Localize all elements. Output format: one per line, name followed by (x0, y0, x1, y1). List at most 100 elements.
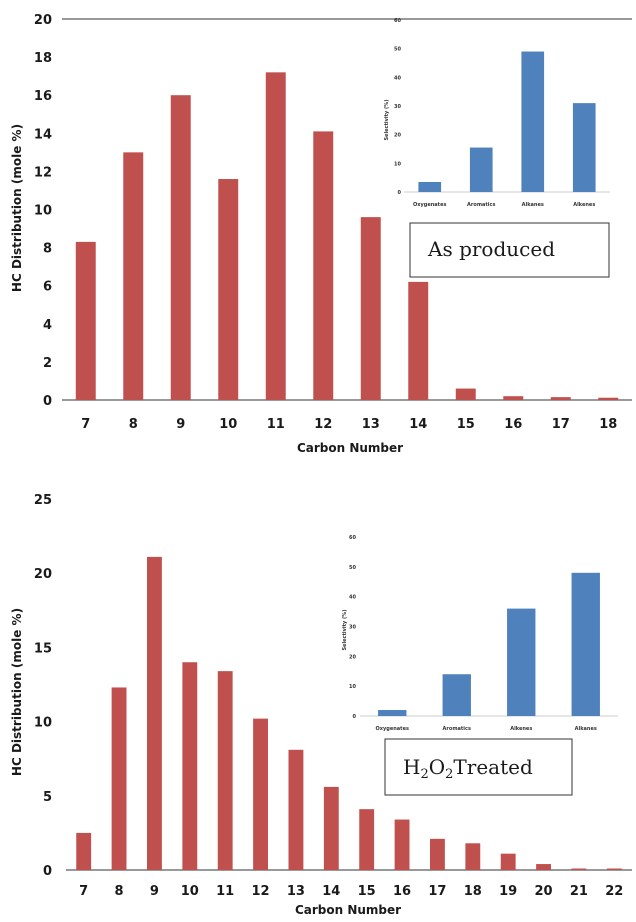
y-tick-label: 10 (34, 716, 52, 731)
y-tick-label: 20 (34, 567, 52, 582)
annotation-part-sub2: 2 (445, 767, 453, 782)
bar (75, 241, 96, 400)
y-tick-label: 0 (43, 864, 52, 879)
inset-y-tick-label: 10 (394, 161, 401, 167)
bar (430, 838, 445, 870)
bar (218, 179, 239, 400)
bar (123, 152, 144, 400)
bar (170, 95, 191, 400)
y-axis-label: HC Distribution (mole %) (10, 608, 24, 776)
inset-bar (378, 710, 407, 716)
y-tick-label: 16 (34, 89, 52, 104)
bar (536, 864, 551, 870)
x-tick-label: 7 (79, 884, 88, 899)
x-tick-label: 9 (150, 884, 159, 899)
x-ticks: 7 8 9 10 11 12 13 14 15 16 17 18 19 20 21 22 (79, 884, 623, 899)
bar (500, 853, 516, 870)
x-tick-label: 17 (428, 884, 446, 899)
bar (394, 819, 410, 870)
inset-y-tick-label: 30 (349, 625, 356, 631)
x-tick-label: 18 (464, 884, 482, 899)
inset-bar (442, 674, 471, 716)
x-ticks: 7 8 9 10 11 12 13 14 15 16 17 18 (81, 417, 617, 432)
bar (606, 868, 622, 870)
x-tick-label: 20 (535, 884, 553, 899)
inset-y-tick-label: 60 (394, 18, 401, 24)
inset-x-tick-label: Alkenes (573, 202, 595, 208)
bars (76, 556, 622, 870)
inset-y-tick-label: 10 (349, 684, 356, 690)
inset-y-tick-label: 20 (349, 654, 356, 660)
inset-bars (418, 51, 596, 193)
x-tick-label: 16 (393, 884, 411, 899)
inset-y-tick-label: 40 (394, 75, 401, 81)
y-tick-label: 6 (43, 280, 52, 295)
y-tick-label: 2 (43, 356, 52, 371)
annotation-part-o: O (429, 755, 445, 779)
x-tick-label: 13 (362, 417, 380, 432)
inset-y-tick-label: 30 (394, 104, 401, 110)
inset-bar (572, 103, 596, 192)
x-tick-label: 8 (115, 884, 124, 899)
x-tick-label: 18 (599, 417, 617, 432)
inset-y-tick-label: 40 (349, 595, 356, 601)
x-tick-label: 21 (570, 884, 588, 899)
x-tick-label: 16 (504, 417, 522, 432)
inset-y-axis-label: Selectivity (%) (342, 609, 348, 650)
inset-bars (378, 572, 600, 716)
annotation-part-h: H (403, 755, 420, 779)
inset-x-tick-label: Alkenes (510, 726, 532, 732)
y-tick-label: 20 (34, 13, 52, 28)
inset-y-tick-label: 20 (394, 133, 401, 139)
inset-y-ticks: 0 10 20 30 40 50 60 (394, 18, 401, 196)
y-tick-label: 5 (43, 790, 52, 805)
x-tick-label: 10 (181, 884, 199, 899)
x-tick-label: 7 (81, 417, 90, 432)
bars (75, 72, 619, 400)
bar (253, 718, 268, 870)
bar (265, 72, 286, 400)
inset-bar (521, 51, 545, 193)
bar (503, 396, 524, 400)
bar (76, 832, 92, 870)
inset-x-ticks: Oxygenates Aromatics Alkanes Alkenes (413, 202, 595, 208)
inset-y-tick-label: 60 (349, 535, 356, 541)
inset-bar (418, 181, 442, 192)
annotation-part-treated: Treated (453, 755, 533, 779)
x-axis-label: Carbon Number (295, 903, 401, 917)
bar (571, 868, 587, 870)
inset-y-axis-label: Selectivity (%) (384, 99, 390, 140)
y-tick-label: 15 (34, 641, 52, 656)
bar (360, 217, 381, 400)
x-tick-label: 14 (409, 417, 427, 432)
bar (182, 662, 198, 870)
inset-bar (571, 572, 600, 716)
inset-y-tick-label: 50 (394, 47, 401, 53)
bar (217, 671, 233, 870)
bar (455, 388, 476, 400)
x-tick-label: 13 (287, 884, 305, 899)
y-axis-label: HC Distribution (mole %) (10, 124, 24, 292)
y-tick-label: 18 (34, 51, 52, 66)
annotation-box (409, 222, 610, 278)
inset-chart-bottom: 0 10 20 30 40 50 60 Oxygenates Aromatics Alkenes… (342, 535, 618, 732)
y-ticks: 0 2 4 6 8 10 12 14 16 18 20 (34, 13, 52, 409)
inset-x-tick-label: Aromatics (467, 202, 495, 208)
x-tick-label: 9 (176, 417, 185, 432)
annotation-part-sub1: 2 (420, 767, 428, 782)
x-tick-label: 19 (499, 884, 517, 899)
inset-chart-top: 0 10 20 30 40 50 60 Oxygenates Aromatics Alkanes… (384, 18, 610, 208)
x-axis-label: Carbon Number (297, 441, 403, 455)
bar (465, 843, 481, 870)
inset-y-tick-label: 50 (349, 565, 356, 571)
y-tick-label: 10 (34, 204, 52, 219)
bar (408, 281, 429, 400)
y-tick-label: 14 (34, 127, 52, 142)
y-tick-label: 0 (43, 394, 52, 409)
bar (288, 749, 304, 870)
inset-x-tick-label: Aromatics (443, 726, 471, 732)
inset-bar (469, 147, 493, 192)
inset-x-tick-label: Alkanes (575, 726, 597, 732)
